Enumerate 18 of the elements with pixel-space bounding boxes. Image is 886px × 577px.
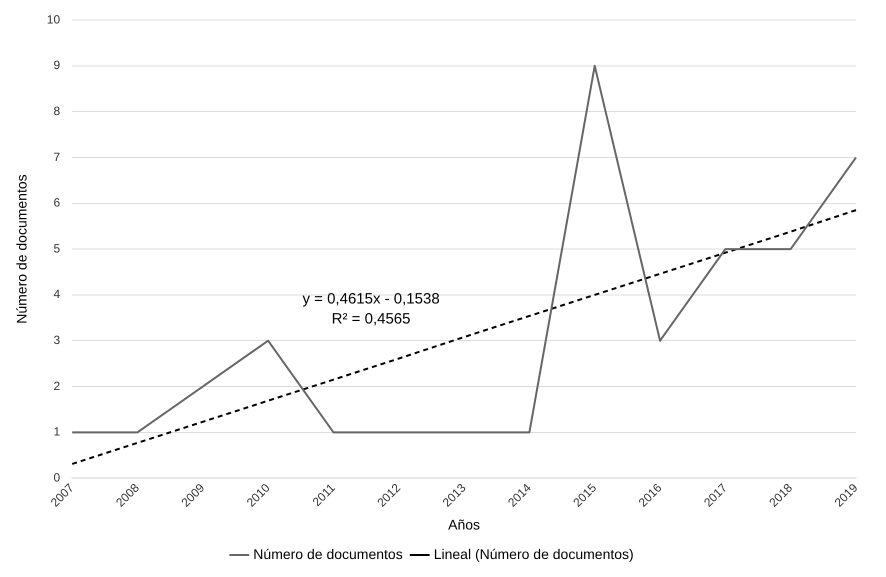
y-tick-label: 3 bbox=[53, 333, 60, 348]
legend-label: Lineal (Número de documentos) bbox=[434, 546, 634, 562]
y-tick-label: 5 bbox=[53, 241, 60, 256]
y-tick-label: 4 bbox=[53, 287, 60, 302]
y-tick-label: 0 bbox=[53, 470, 60, 484]
y-tick-label: 10 bbox=[46, 12, 60, 26]
annotation: y = 0,4615x - 0,1538 bbox=[302, 290, 440, 308]
y-tick-label: 9 bbox=[53, 58, 60, 72]
y-tick-label: 2 bbox=[53, 378, 60, 393]
y-tick-label: 6 bbox=[53, 196, 60, 210]
y-tick-label: 1 bbox=[53, 424, 60, 439]
y-tick-label: 8 bbox=[53, 104, 60, 118]
x-axis-title: Años bbox=[448, 516, 480, 532]
legend-label: Número de documentos bbox=[253, 546, 403, 562]
y-axis-title: Número de documentos bbox=[13, 174, 30, 324]
annotation: R² = 0,4565 bbox=[332, 310, 410, 328]
line-series bbox=[71, 209, 857, 465]
y-tick-label: 7 bbox=[53, 150, 60, 164]
